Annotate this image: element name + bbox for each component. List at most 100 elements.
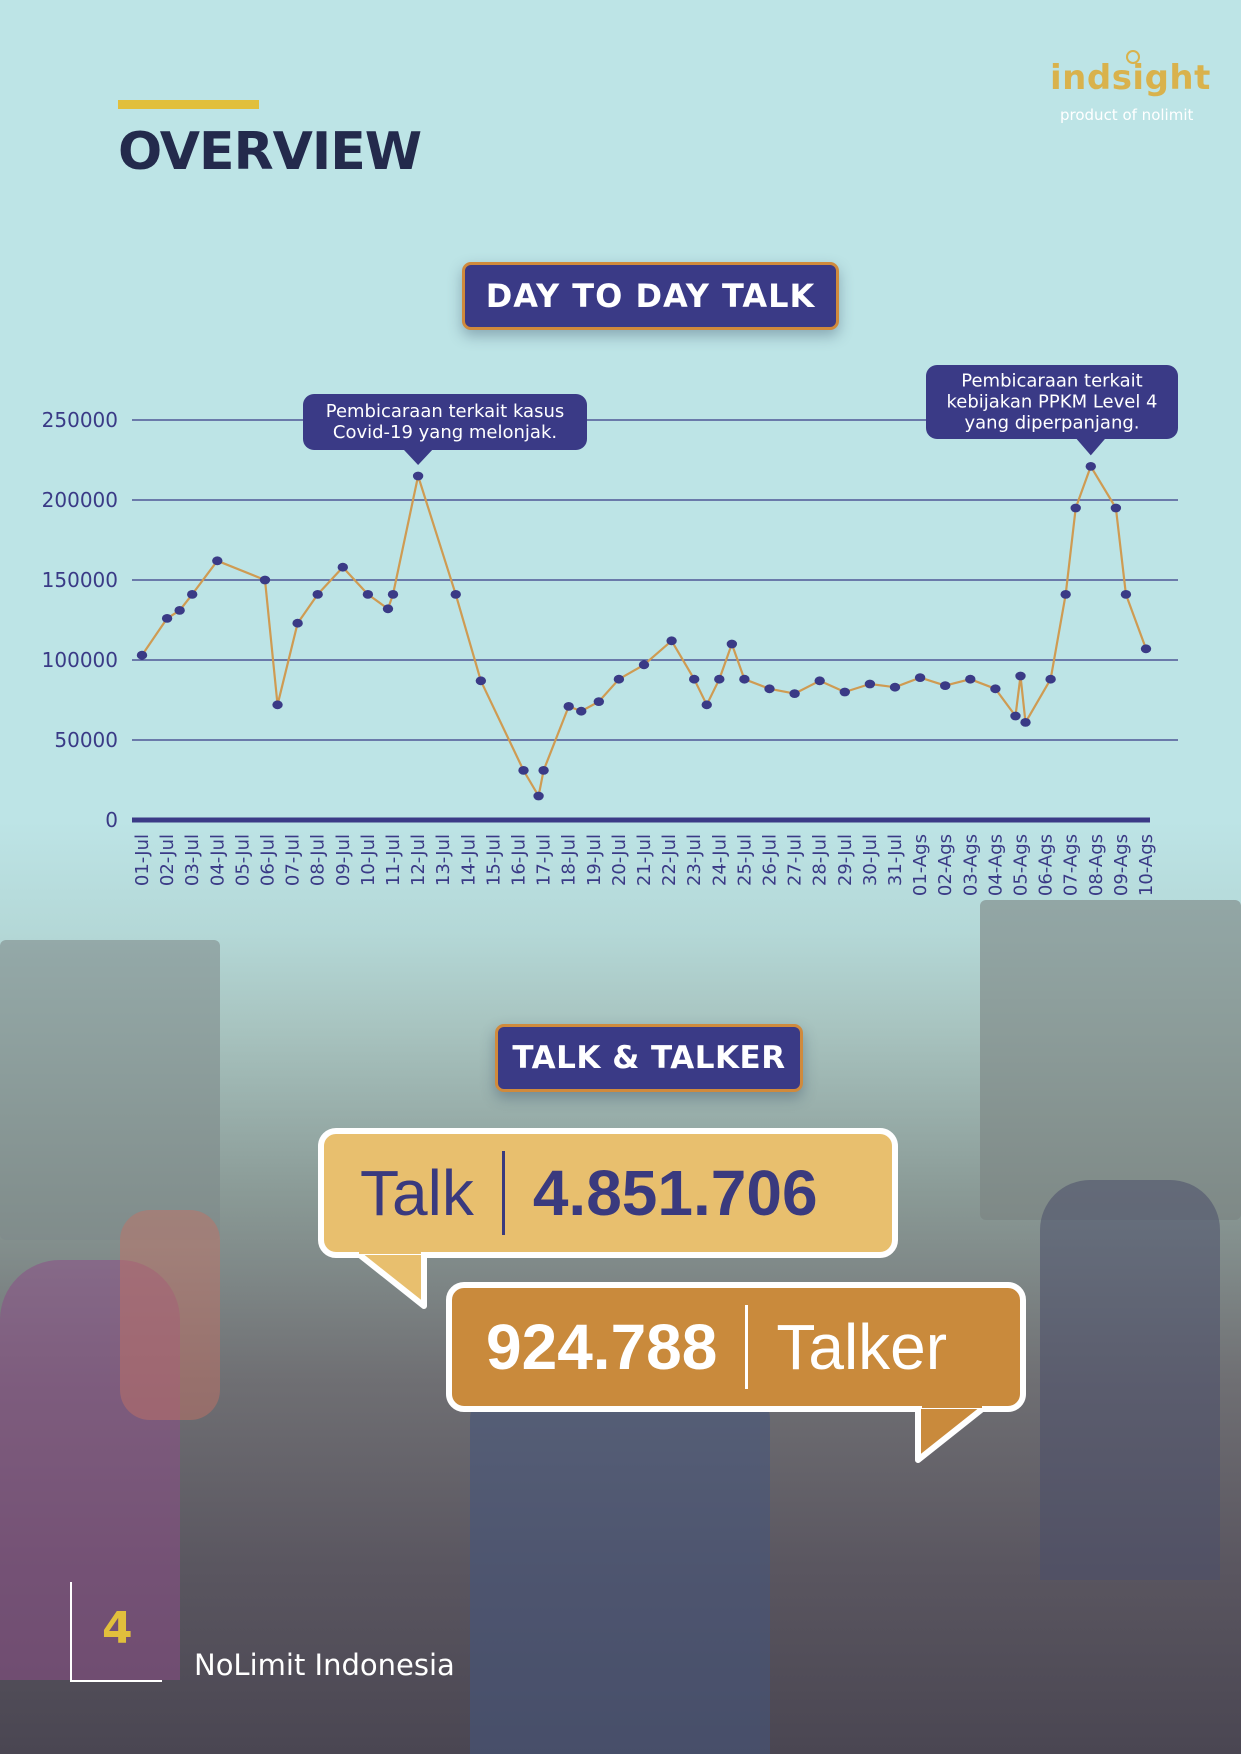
data-point bbox=[965, 674, 976, 684]
data-point bbox=[1120, 590, 1132, 599]
chart-x-ticks: 01-Jul 02-Jul 03-Jul 04-Jul 05-Jul 06-Jul 07-J… bbox=[132, 834, 1157, 896]
x-tick-label: 17-Jul bbox=[534, 834, 555, 886]
data-point bbox=[362, 590, 374, 599]
data-point bbox=[839, 687, 850, 697]
logo-wordmark: indsight bbox=[1050, 58, 1211, 98]
x-tick-label: 04-Jul bbox=[207, 834, 228, 886]
data-point bbox=[563, 702, 574, 711]
data-point bbox=[1060, 590, 1071, 599]
annotation-text: Pembicaraan terkait bbox=[961, 371, 1143, 392]
data-point bbox=[1020, 718, 1031, 727]
x-tick-label: 06-Jul bbox=[258, 834, 279, 886]
x-tick-label: 27-Jul bbox=[785, 834, 806, 886]
data-point bbox=[1070, 503, 1081, 513]
data-point bbox=[212, 556, 223, 566]
annotation-text: yang diperpanjang. bbox=[964, 413, 1139, 434]
x-tick-label: 03-Jul bbox=[182, 834, 203, 886]
x-tick-label: 23-Jul bbox=[684, 834, 705, 886]
chart-gridlines bbox=[132, 419, 1178, 823]
data-point bbox=[613, 674, 625, 684]
x-tick-label: 09-Jul bbox=[333, 834, 354, 886]
data-point bbox=[475, 676, 487, 686]
data-point bbox=[638, 660, 650, 670]
data-point bbox=[387, 590, 399, 599]
data-point bbox=[187, 590, 198, 599]
x-tick-label: 01-Jul bbox=[132, 834, 153, 886]
data-point bbox=[764, 684, 775, 694]
x-tick-label: 10-Ags bbox=[1136, 834, 1157, 896]
y-tick-label: 100000 bbox=[42, 648, 118, 672]
data-point bbox=[312, 590, 323, 599]
footer-corner-horizontal bbox=[70, 1680, 162, 1682]
x-tick-label: 07-Ags bbox=[1061, 834, 1082, 896]
data-point bbox=[161, 614, 173, 623]
talker-value: 924.788 bbox=[486, 1311, 718, 1383]
series-line bbox=[141, 465, 1148, 798]
x-tick-label: 20-Jul bbox=[609, 834, 630, 886]
talker-divider bbox=[745, 1305, 749, 1389]
x-tick-label: 11-Jul bbox=[383, 834, 404, 886]
x-tick-label: 02-Ags bbox=[935, 834, 956, 896]
data-point bbox=[1110, 503, 1122, 513]
x-tick-label: 30-Jul bbox=[860, 834, 881, 886]
x-tick-label: 06-Ags bbox=[1036, 834, 1057, 896]
x-tick-label: 31-Jul bbox=[885, 834, 906, 886]
chart-y-ticks: 0 50000 100000 150000 200000 250000 bbox=[42, 408, 118, 832]
data-point bbox=[538, 766, 549, 775]
annotation-box bbox=[926, 365, 1178, 439]
x-tick-label: 16-Jul bbox=[509, 834, 530, 886]
talk-label: Talk bbox=[360, 1157, 474, 1229]
annotation-pointer bbox=[403, 449, 434, 465]
x-tick-label: 03-Ags bbox=[960, 834, 981, 896]
x-tick-label: 28-Jul bbox=[810, 834, 831, 886]
data-point bbox=[1015, 671, 1026, 681]
x-tick-label: 13-Jul bbox=[433, 834, 454, 886]
x-tick-label: 21-Jul bbox=[634, 834, 655, 886]
logo-dot-icon bbox=[1126, 50, 1140, 64]
data-point bbox=[701, 700, 712, 710]
talker-label: Talker bbox=[776, 1311, 948, 1383]
data-point bbox=[689, 674, 700, 684]
x-tick-label: 19-Jul bbox=[584, 834, 605, 886]
x-tick-label: 05-Jul bbox=[232, 834, 253, 886]
annotation-text: Pembicaraan terkait kasus bbox=[326, 401, 565, 422]
data-point bbox=[136, 650, 148, 660]
y-tick-label: 150000 bbox=[42, 568, 118, 592]
talk-bubble-tail bbox=[353, 1252, 427, 1309]
data-point bbox=[914, 673, 926, 682]
talker-stat-bubble: 924.788 Talker bbox=[446, 1282, 1026, 1412]
data-point bbox=[789, 689, 800, 698]
data-point bbox=[593, 697, 605, 706]
data-point bbox=[450, 590, 461, 599]
x-tick-label: 12-Jul bbox=[408, 834, 429, 886]
data-point bbox=[814, 676, 825, 686]
x-tick-label: 18-Jul bbox=[559, 834, 580, 886]
annotation-text: kebijakan PPKM Level 4 bbox=[946, 392, 1157, 413]
x-tick-label: 05-Ags bbox=[1011, 834, 1032, 896]
company-name: NoLimit Indonesia bbox=[194, 1648, 455, 1682]
data-point bbox=[272, 700, 283, 710]
indsight-logo: indsight product of nolimit bbox=[1050, 50, 1210, 132]
chart-series bbox=[136, 462, 1152, 801]
talk-stat-bubble: Talk 4.851.706 bbox=[318, 1128, 898, 1258]
y-tick-label: 50000 bbox=[54, 728, 118, 752]
background-street-photo bbox=[0, 820, 1241, 1754]
x-tick-label: 04-Ags bbox=[985, 834, 1006, 896]
data-point bbox=[990, 684, 1001, 694]
x-tick-label: 08-Jul bbox=[308, 834, 329, 886]
data-point bbox=[576, 706, 587, 716]
x-tick-label: 15-Jul bbox=[483, 834, 504, 886]
x-tick-label: 26-Jul bbox=[760, 834, 781, 886]
talk-divider bbox=[501, 1151, 505, 1235]
y-tick-label: 0 bbox=[105, 808, 118, 832]
section-heading-talk-talker: TALK & TALKER bbox=[495, 1024, 803, 1092]
section-heading-day-to-day: DAY TO DAY TALK bbox=[462, 262, 839, 330]
data-point bbox=[726, 639, 738, 649]
data-point bbox=[292, 618, 303, 628]
x-tick-label: 07-Jul bbox=[283, 834, 304, 886]
y-tick-label: 250000 bbox=[42, 408, 118, 432]
annotation-text: Covid-19 yang melonjak. bbox=[333, 422, 557, 443]
